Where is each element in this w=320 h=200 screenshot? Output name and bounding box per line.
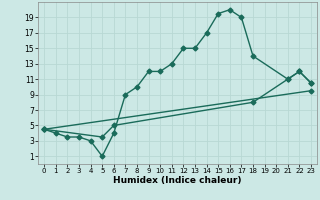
X-axis label: Humidex (Indice chaleur): Humidex (Indice chaleur): [113, 176, 242, 185]
